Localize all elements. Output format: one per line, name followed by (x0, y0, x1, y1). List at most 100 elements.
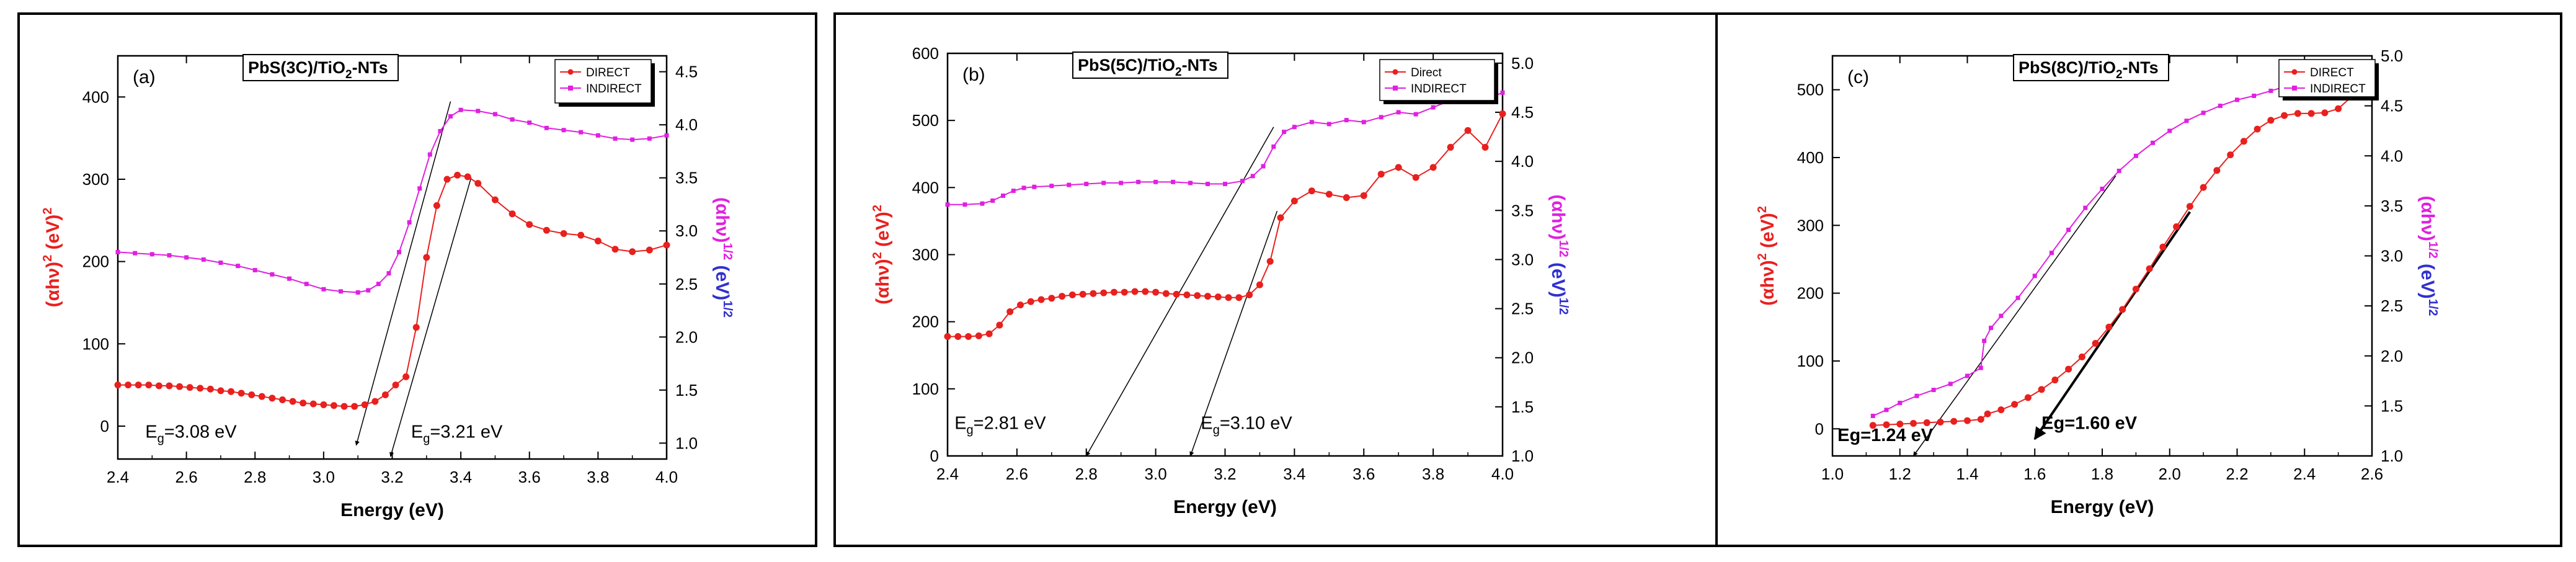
point-indirect (407, 220, 412, 225)
y-right-tick-label: 3.5 (1511, 201, 1534, 220)
point-direct (2159, 243, 2167, 251)
point-indirect (664, 133, 669, 138)
point-direct (2281, 112, 2288, 119)
x-tick-label: 1.2 (1889, 465, 1911, 483)
x-tick-label: 3.2 (381, 468, 403, 486)
point-direct (1377, 171, 1385, 178)
point-indirect (2218, 104, 2223, 109)
point-indirect (1948, 381, 1953, 386)
point-direct (361, 401, 368, 408)
y-left-tick-label: 200 (912, 313, 939, 331)
point-direct (2078, 353, 2085, 360)
point-indirect (1326, 122, 1331, 127)
point-indirect (1999, 313, 2004, 318)
y-right-tick-label: 1.0 (2381, 447, 2403, 465)
y-right-tick-label: 4.5 (675, 63, 698, 81)
point-indirect (376, 282, 381, 287)
y-left-tick-label: 400 (82, 87, 109, 106)
point-direct (1950, 417, 1958, 425)
point-indirect (1001, 194, 1005, 198)
point-direct (2092, 340, 2099, 347)
point-indirect (2167, 128, 2172, 133)
point-direct (330, 402, 337, 409)
eg-annotation: Eg=3.21 eV (411, 422, 503, 446)
x-tick-label: 2.6 (1006, 465, 1028, 483)
y-right-tick-label: 2.0 (675, 328, 698, 346)
point-indirect (544, 125, 549, 130)
point-direct (1059, 293, 1066, 300)
x-axis-title: Energy (eV) (2051, 497, 2154, 517)
point-indirect (397, 249, 402, 254)
point-direct (2132, 285, 2139, 293)
point-indirect (252, 268, 257, 273)
point-indirect (1396, 110, 1401, 115)
point-direct (1937, 418, 1944, 426)
y-right-tick-label: 5.0 (1511, 54, 1534, 73)
point-indirect (1431, 105, 1436, 110)
point-direct (135, 381, 142, 389)
point-direct (1277, 214, 1284, 221)
point-direct (433, 202, 440, 209)
x-tick-label: 3.0 (313, 468, 335, 486)
point-direct (2213, 167, 2221, 174)
x-tick-label: 3.6 (518, 468, 541, 486)
point-indirect (184, 255, 189, 260)
point-indirect (417, 186, 422, 191)
y-left-axis-title: (αhν)2 (eV)2 (41, 208, 63, 308)
point-direct (526, 221, 533, 228)
point-direct (1997, 406, 2005, 414)
y-right-tick-label: 1.5 (2381, 396, 2403, 415)
point-indirect (1914, 393, 1919, 398)
legend-box (1379, 59, 1495, 101)
point-indirect (647, 136, 652, 141)
point-indirect (1898, 401, 1903, 406)
point-indirect (2252, 94, 2257, 98)
point-direct (1447, 143, 1454, 151)
x-tick-label: 2.8 (1075, 465, 1098, 483)
legend-label: INDIRECT (1411, 83, 1467, 96)
chart-title: PbS(5C)/TiO2-NTs (1078, 56, 1218, 79)
point-direct (2146, 265, 2153, 272)
point-indirect (1271, 144, 1276, 149)
point-indirect (1136, 179, 1141, 184)
x-tick-label: 1.4 (1956, 465, 1978, 483)
point-direct (577, 231, 585, 239)
point-direct (1246, 291, 1253, 298)
point-direct (2307, 110, 2315, 117)
point-indirect (2032, 274, 2037, 279)
point-direct (1131, 288, 1139, 295)
point-indirect (270, 272, 275, 277)
point-direct (1395, 164, 1402, 171)
point-indirect (1101, 181, 1106, 185)
point-direct (320, 401, 327, 408)
y-left-tick-label: 500 (1797, 81, 1824, 99)
point-indirect (236, 264, 241, 269)
legend-swatch-marker (568, 86, 573, 91)
point-direct (646, 246, 653, 254)
point-indirect (115, 249, 120, 254)
point-direct (2173, 223, 2180, 230)
point-indirect (630, 137, 635, 142)
point-indirect (2100, 186, 2105, 191)
point-indirect (458, 107, 463, 112)
point-direct (1142, 288, 1149, 295)
point-direct (155, 382, 162, 390)
fit-line (1189, 210, 1278, 457)
point-direct (1290, 197, 1298, 205)
fit-line (389, 177, 472, 457)
point-direct (279, 396, 286, 403)
point-indirect (1884, 408, 1889, 413)
point-direct (258, 393, 265, 400)
legend-swatch-marker (567, 69, 574, 75)
point-indirect (2049, 251, 2054, 256)
point-indirect (133, 251, 138, 256)
point-indirect (339, 289, 344, 294)
point-direct (309, 400, 317, 408)
x-tick-label: 1.6 (2023, 465, 2046, 483)
panel-label: (b) (962, 65, 985, 85)
point-indirect (2066, 228, 2071, 233)
x-tick-label: 2.2 (2226, 465, 2248, 483)
point-direct (1910, 420, 1917, 427)
point-indirect (1309, 120, 1314, 125)
point-direct (2119, 306, 2126, 313)
